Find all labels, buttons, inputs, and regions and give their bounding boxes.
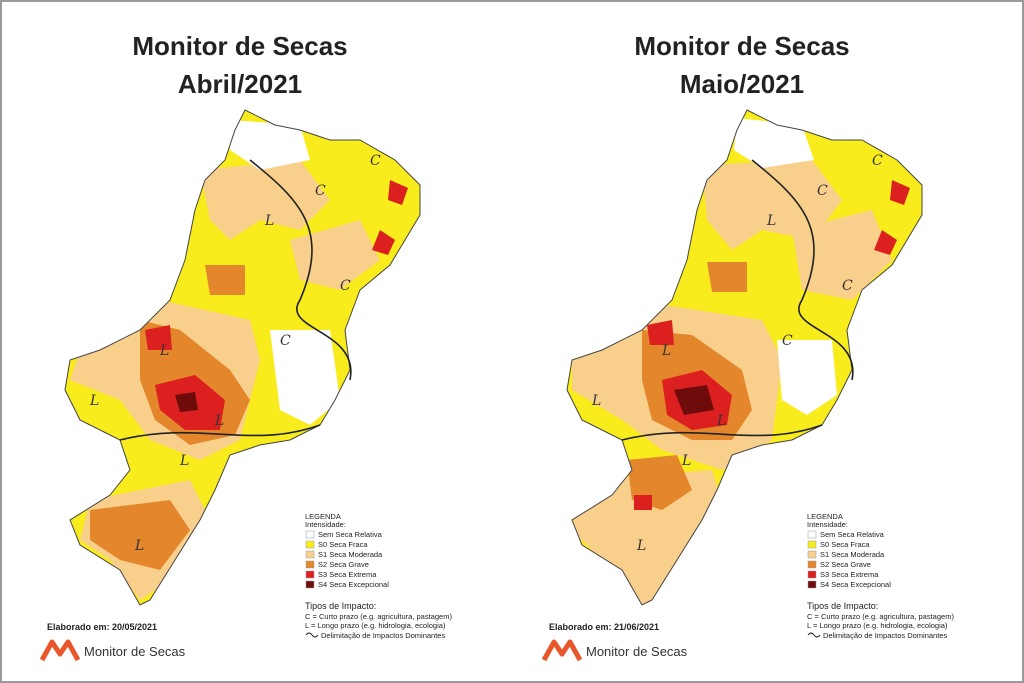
elaborado: Elaborado em: 21/06/2021 <box>549 622 659 632</box>
legend-swatch <box>305 530 315 539</box>
title: Maio/2021 <box>680 69 804 99</box>
map-label: L <box>134 538 144 554</box>
title: Abril/2021 <box>178 69 302 99</box>
legend-swatch <box>807 550 817 559</box>
legend-label: S0 Seca Fraca <box>820 540 870 549</box>
map <box>567 110 922 605</box>
map-label: L <box>681 453 691 469</box>
impact-boundary <box>621 159 854 441</box>
map-label: L <box>159 343 169 359</box>
map-label: L <box>636 538 646 554</box>
legend-title: LEGENDA <box>305 512 341 521</box>
drought-area <box>890 180 910 205</box>
logo-text: Monitor de Secas <box>586 644 688 659</box>
legend-label: S4 Seca Excepcional <box>820 580 891 589</box>
map-label: C <box>340 278 351 294</box>
map-label: L <box>214 413 224 429</box>
legend-swatch <box>807 560 817 569</box>
legend-swatch <box>807 570 817 579</box>
map-label: C <box>315 183 326 199</box>
drought-area <box>372 230 395 255</box>
map-label: L <box>766 213 776 229</box>
impact-item: L = Longo prazo (e.g. hidrologia, ecolog… <box>807 621 948 630</box>
legend-swatch <box>305 550 315 559</box>
drought-area <box>175 392 198 412</box>
legend-swatch <box>807 530 817 539</box>
drought-area <box>792 210 892 300</box>
map-label: C <box>872 153 883 169</box>
impact-item: C = Curto prazo (e.g. agricultura, pasta… <box>305 612 452 621</box>
legend-label: Sem Seca Relativa <box>318 530 383 539</box>
title: Monitor de Secas <box>634 31 849 61</box>
map-label: L <box>264 213 274 229</box>
drought-area <box>145 325 172 350</box>
drought-area <box>230 120 310 170</box>
legend-label: S2 Seca Grave <box>820 560 871 569</box>
drought-area <box>290 220 380 290</box>
map-label: C <box>280 333 291 349</box>
impact-title: Tipos de Impacto: <box>807 601 878 611</box>
drought-area <box>674 385 714 415</box>
drought-area <box>90 500 190 570</box>
elaborado: Elaborado em: 20/05/2021 <box>47 622 157 632</box>
legend-swatch <box>305 580 315 589</box>
drought-area <box>777 340 837 415</box>
boundary-label: Delimitação de Impactos Dominantes <box>823 631 947 640</box>
drought-area <box>205 265 245 295</box>
logo-icon <box>39 639 81 662</box>
title: Monitor de Secas <box>132 31 347 61</box>
impact-boundary <box>119 159 352 441</box>
legend-label: S2 Seca Grave <box>318 560 369 569</box>
drought-area <box>200 160 330 240</box>
drought-area <box>707 262 747 292</box>
map-label: C <box>370 153 381 169</box>
legend-swatch <box>807 580 817 589</box>
map-label: C <box>842 278 853 294</box>
map-outline <box>64 109 421 606</box>
legend-label: Sem Seca Relativa <box>820 530 885 539</box>
boundary-icon <box>807 632 821 638</box>
drought-area <box>634 495 652 510</box>
impact-title: Tipos de Impacto: <box>305 601 376 611</box>
legend-label: S1 Seca Moderada <box>318 550 383 559</box>
impact-item: C = Curto prazo (e.g. agricultura, pasta… <box>807 612 954 621</box>
legend-swatch <box>807 540 817 549</box>
map-label: C <box>817 183 828 199</box>
legend-label: S3 Seca Extrema <box>318 570 377 579</box>
impact-item: L = Longo prazo (e.g. hidrologia, ecolog… <box>305 621 446 630</box>
legend-title: LEGENDA <box>807 512 843 521</box>
drought-area <box>270 330 340 425</box>
panel: Monitor de Secas Abril/2021 C C L C C L L L L L LEGE… <box>39 31 452 662</box>
legend-swatch <box>305 560 315 569</box>
legend-label: S3 Seca Extrema <box>820 570 879 579</box>
logo-text: Monitor de Secas <box>84 644 186 659</box>
map-label: L <box>661 343 671 359</box>
boundary-icon <box>305 632 319 638</box>
drought-area <box>647 320 674 345</box>
legend-label: S1 Seca Moderada <box>820 550 885 559</box>
legend-swatch <box>305 540 315 549</box>
map-label: L <box>179 453 189 469</box>
drought-area <box>874 230 897 255</box>
legend-subtitle: Intensidade: <box>305 520 346 529</box>
panel: Monitor de Secas Maio/2021 C C L C C L L L L L LEGEN… <box>541 31 954 662</box>
logo-icon <box>541 639 583 662</box>
map-outline <box>566 109 923 606</box>
legend-label: S0 Seca Fraca <box>318 540 368 549</box>
drought-area <box>734 118 814 168</box>
boundary-label: Delimitação de Impactos Dominantes <box>321 631 445 640</box>
map-label: C <box>782 333 793 349</box>
map-label: L <box>716 413 726 429</box>
drought-area <box>388 180 408 205</box>
legend-label: S4 Seca Excepcional <box>318 580 389 589</box>
legend-swatch <box>305 570 315 579</box>
map <box>65 110 420 605</box>
map-label: L <box>89 393 99 409</box>
map-label: L <box>591 393 601 409</box>
legend-subtitle: Intensidade: <box>807 520 848 529</box>
